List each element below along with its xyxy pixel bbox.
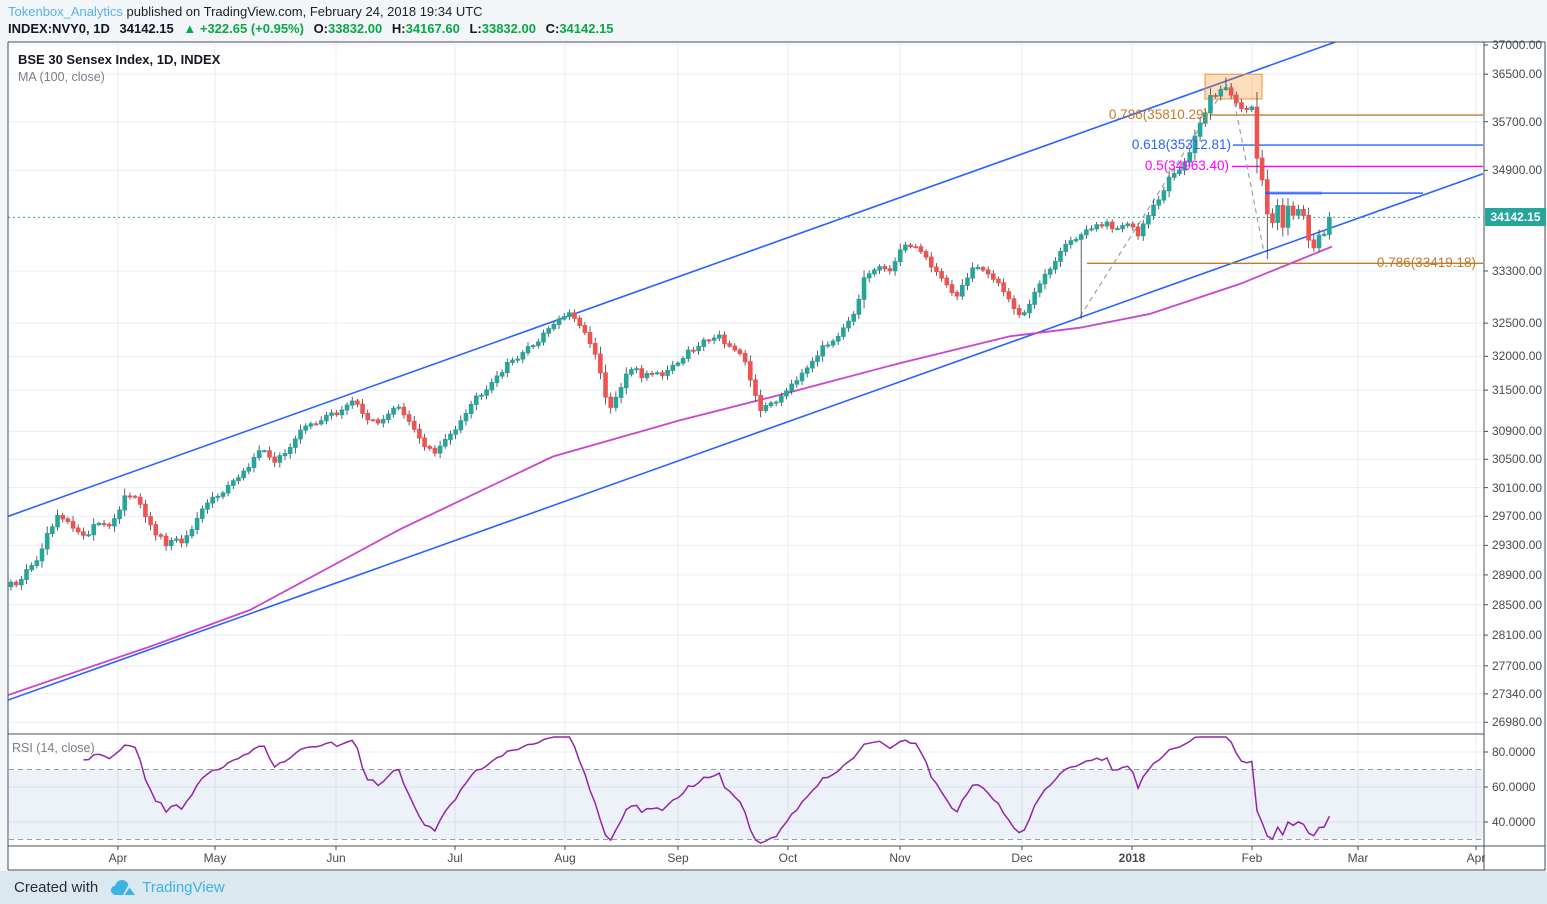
time-axis-label: Sep bbox=[667, 851, 689, 865]
created-with-text: Created with bbox=[14, 879, 99, 896]
time-axis-label: May bbox=[203, 851, 227, 865]
time-axis-label: Jun bbox=[326, 851, 346, 865]
close-value: 34142.15 bbox=[559, 21, 614, 36]
price-axis-label: 30100.00 bbox=[1492, 480, 1543, 495]
time-axis-label: Apr bbox=[108, 851, 128, 865]
tradingview-logo-icon bbox=[111, 880, 136, 895]
low-label: L: bbox=[469, 21, 482, 36]
last-price-badge: 34142.15 bbox=[1485, 208, 1546, 227]
price-axis-label: 35700.00 bbox=[1492, 114, 1543, 129]
price-axis-label: 34900.00 bbox=[1492, 163, 1543, 178]
open-label: O: bbox=[313, 21, 329, 36]
close-label: C: bbox=[545, 21, 560, 36]
symbol-name: INDEX:NVY0, 1D bbox=[8, 21, 110, 36]
rsi-axis-label: 60.0000 bbox=[1492, 780, 1536, 794]
time-axis-label: Aug bbox=[554, 851, 576, 865]
fib-level-label[interactable]: 0.786(33419.18) bbox=[1376, 255, 1476, 271]
price-axis-label: 32000.00 bbox=[1492, 349, 1543, 364]
open-value: 33832.00 bbox=[328, 21, 383, 36]
tradingview-brand-link[interactable]: TradingView bbox=[142, 879, 225, 896]
footer-bar: Created with TradingView bbox=[0, 871, 1547, 904]
price-axis-label: 28100.00 bbox=[1492, 628, 1543, 643]
price-axis-label: 28900.00 bbox=[1492, 567, 1543, 582]
price-axis-label: 30900.00 bbox=[1492, 424, 1543, 439]
price-axis-label: 31500.00 bbox=[1492, 383, 1543, 398]
last-price: 34142.15 bbox=[119, 21, 174, 36]
time-axis-label: Feb bbox=[1241, 851, 1263, 865]
price-axis-label: 27340.00 bbox=[1492, 686, 1543, 701]
price-axis-label: 28500.00 bbox=[1492, 597, 1543, 612]
chart-legend-title: BSE 30 Sensex Index, 1D, INDEX bbox=[18, 52, 221, 67]
time-axis-label: Nov bbox=[889, 851, 911, 865]
ma-legend: MA (100, close) bbox=[18, 70, 105, 84]
up-arrow-icon: ▲ bbox=[183, 21, 197, 36]
time-axis-label: Apr bbox=[1466, 851, 1486, 865]
time-axis-label: Dec bbox=[1011, 851, 1033, 865]
price-axis-label: 29700.00 bbox=[1492, 509, 1543, 524]
time-axis-label: Mar bbox=[1347, 851, 1369, 865]
published-text: published on TradingView.com, February 2… bbox=[126, 4, 483, 19]
rsi-axis-label: 40.0000 bbox=[1492, 815, 1536, 829]
price-axis-label: 29300.00 bbox=[1492, 538, 1543, 553]
fib-level-label[interactable]: 0.618(35312.81) bbox=[1131, 137, 1231, 153]
publish-header: Tokenbox_Analytics published on TradingV… bbox=[8, 4, 483, 19]
fib-level-label[interactable]: 0.786(35810.29) bbox=[1108, 107, 1208, 123]
price-axis-label: 36500.00 bbox=[1492, 67, 1543, 82]
high-value: 34167.60 bbox=[405, 21, 460, 36]
rsi-axis-label: 80.0000 bbox=[1492, 745, 1536, 759]
high-label: H: bbox=[391, 21, 406, 36]
price-axis-label: 32500.00 bbox=[1492, 316, 1543, 331]
time-axis-label: Oct bbox=[778, 851, 798, 865]
time-axis-label: 2018 bbox=[1118, 851, 1146, 865]
rsi-legend: RSI (14, close) bbox=[12, 741, 95, 755]
price-axis-label: 27700.00 bbox=[1492, 658, 1543, 673]
price-axis-label: 30500.00 bbox=[1492, 452, 1543, 467]
symbol-ohlc-bar: INDEX:NVY0, 1D 34142.15 ▲ +322.65 (+0.95… bbox=[8, 21, 614, 36]
time-axis-label: Jul bbox=[447, 851, 463, 865]
author-name: Tokenbox_Analytics bbox=[8, 4, 123, 19]
low-value: 33832.00 bbox=[481, 21, 536, 36]
price-axis-label: 33300.00 bbox=[1492, 263, 1543, 278]
price-axis-label: 37000.00 bbox=[1492, 38, 1543, 52]
fib-level-label[interactable]: 0.5(34963.40) bbox=[1144, 158, 1229, 174]
change-value: +322.65 (+0.95%) bbox=[199, 21, 304, 36]
price-axis-label: 26980.00 bbox=[1492, 715, 1543, 730]
